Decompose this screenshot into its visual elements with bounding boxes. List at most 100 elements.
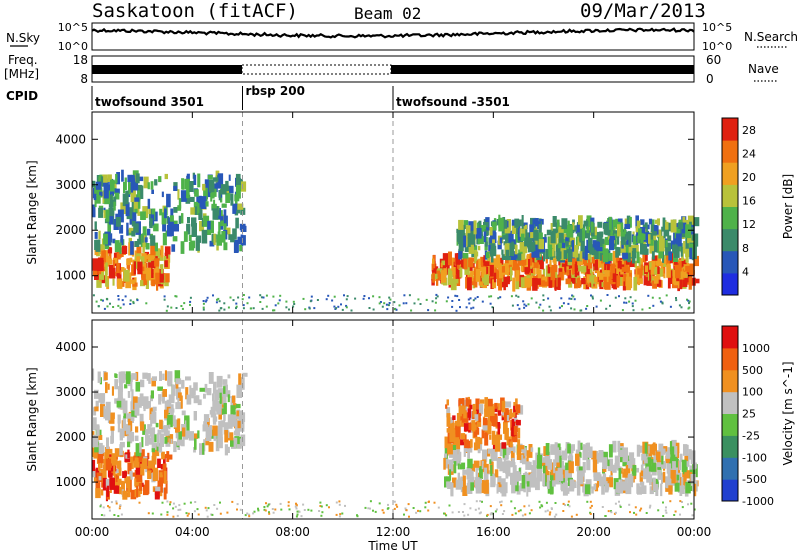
echo-cell xyxy=(631,250,636,264)
echo-cell xyxy=(218,420,221,431)
echo-cell xyxy=(511,219,517,226)
echo-cell xyxy=(558,230,564,243)
echo-cell xyxy=(225,227,231,235)
echo-cell xyxy=(319,505,322,507)
echo-cell xyxy=(431,300,434,303)
echo-cell xyxy=(175,307,178,309)
echo-cell xyxy=(130,190,136,203)
echo-cell xyxy=(478,404,484,415)
echo-cell xyxy=(432,258,435,265)
echo-cell xyxy=(345,306,348,309)
echo-cell xyxy=(513,412,516,417)
echo-cell xyxy=(141,458,148,470)
echo-cell xyxy=(343,294,345,297)
echo-cell xyxy=(160,513,163,516)
echo-cell xyxy=(568,249,573,262)
echo-cell xyxy=(130,184,134,193)
echo-cell xyxy=(612,250,617,265)
echo-cell xyxy=(602,473,607,485)
echo-cell xyxy=(601,282,605,288)
echo-cell xyxy=(140,280,145,287)
echo-cell xyxy=(117,515,120,517)
echo-cell xyxy=(546,229,552,236)
echo-cell xyxy=(536,278,541,285)
echo-cell xyxy=(509,241,514,254)
echo-cell xyxy=(672,244,678,254)
echo-cell xyxy=(608,444,613,458)
echo-cell xyxy=(202,424,208,432)
echo-cell xyxy=(577,464,580,476)
echo-cell xyxy=(687,299,690,302)
echo-cell xyxy=(515,423,518,429)
echo-cell xyxy=(448,251,452,266)
echo-cell xyxy=(121,169,124,182)
echo-cell xyxy=(511,304,514,307)
echo-cell xyxy=(683,265,686,272)
echo-cell xyxy=(151,189,154,194)
echo-cell xyxy=(127,417,133,431)
echo-cell xyxy=(618,449,624,458)
echo-cell xyxy=(199,387,205,392)
echo-cell xyxy=(155,422,159,428)
echo-cell xyxy=(346,295,349,298)
echo-cell xyxy=(268,511,270,514)
echo-cell xyxy=(173,185,178,191)
echo-cell xyxy=(216,507,219,510)
echo-cell xyxy=(571,273,577,278)
echo-cell xyxy=(147,470,152,480)
echo-cell xyxy=(517,427,521,439)
echo-cell xyxy=(325,504,328,507)
echo-cell xyxy=(551,275,557,288)
station-title: Saskatoon (fitACF) xyxy=(92,0,298,22)
nsky-tick-bottom: 10^0 xyxy=(58,40,88,53)
echo-cell xyxy=(621,236,626,245)
echo-cell xyxy=(449,423,455,433)
echo-cell xyxy=(523,505,526,508)
echo-cell xyxy=(137,185,144,199)
echo-cell xyxy=(102,266,107,272)
echo-cell xyxy=(173,224,179,232)
echo-cell xyxy=(372,509,374,512)
echo-cell xyxy=(593,476,596,481)
echo-cell xyxy=(134,402,140,416)
echo-cell xyxy=(539,303,542,306)
echo-cell xyxy=(235,185,241,199)
echo-cell xyxy=(213,504,216,506)
echo-cell xyxy=(470,447,473,453)
time-axis-label: Time UT xyxy=(367,539,418,553)
echo-cell xyxy=(127,441,131,448)
colorbar-swatch xyxy=(722,435,738,458)
echo-cell xyxy=(500,500,503,503)
echo-cell xyxy=(665,511,668,514)
echo-cell xyxy=(260,296,263,299)
echo-cell xyxy=(294,505,297,508)
echo-cell xyxy=(93,417,97,431)
echo-cell xyxy=(123,182,126,194)
echo-cell xyxy=(135,371,139,381)
echo-cell xyxy=(160,264,164,274)
echo-cell xyxy=(632,309,635,312)
echo-cell xyxy=(494,272,497,283)
echo-cell xyxy=(424,506,427,509)
echo-cell xyxy=(166,451,170,462)
echo-cell xyxy=(515,398,518,410)
echo-cell xyxy=(474,249,478,261)
echo-cell xyxy=(113,514,116,516)
echo-cell xyxy=(121,299,124,302)
echo-cell xyxy=(425,298,428,301)
echo-cell xyxy=(491,430,496,445)
echo-cell xyxy=(150,414,153,427)
echo-cell xyxy=(624,223,631,229)
echo-cell xyxy=(164,436,168,444)
echo-cell xyxy=(652,224,659,235)
echo-cell xyxy=(529,253,533,266)
echo-cell xyxy=(137,488,143,494)
echo-cell xyxy=(404,507,407,510)
echo-cell xyxy=(483,479,489,494)
echo-cell xyxy=(219,501,221,504)
echo-cell xyxy=(456,270,462,279)
echo-cell xyxy=(127,391,131,398)
echo-cell xyxy=(304,308,307,311)
echo-cell xyxy=(584,245,591,253)
